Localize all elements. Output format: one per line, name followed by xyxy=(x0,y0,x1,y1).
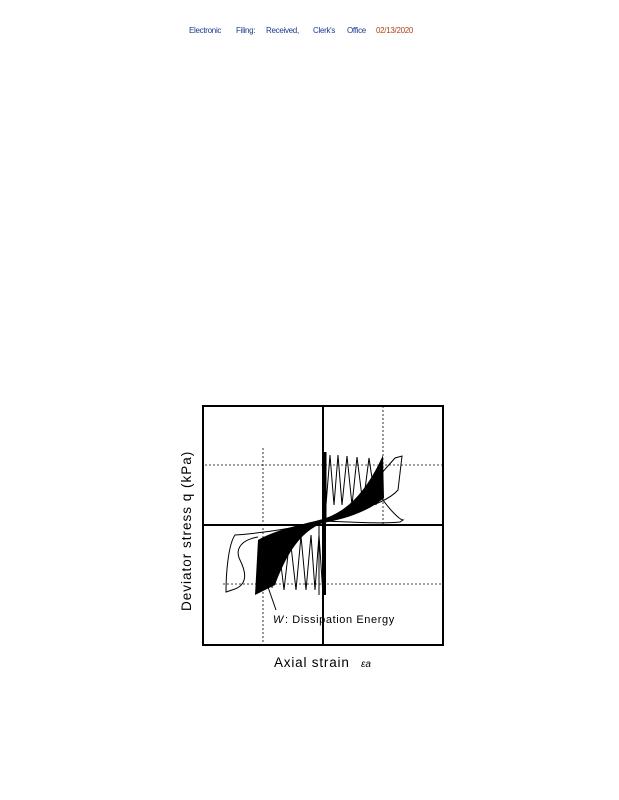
x-axis-symbol: εa xyxy=(361,659,371,670)
annotation-text: : Dissipation Energy xyxy=(285,614,395,626)
center-band xyxy=(322,452,326,595)
header-date: 02/13/2020 xyxy=(376,26,414,35)
annotation-arrow xyxy=(267,586,277,611)
y-axis-label: Deviator stress q (kPa) xyxy=(179,451,194,611)
header-received: Received, xyxy=(266,26,299,35)
header-office: Office xyxy=(347,26,366,35)
x-axis-label: Axial strain xyxy=(274,655,350,670)
header-filing: Filing: xyxy=(236,26,256,35)
header-clerks: Clerk's xyxy=(313,26,336,35)
dissipation-energy-region xyxy=(255,455,384,595)
annotation-symbol: W xyxy=(273,614,285,626)
header-electronic: Electronic xyxy=(189,26,222,35)
